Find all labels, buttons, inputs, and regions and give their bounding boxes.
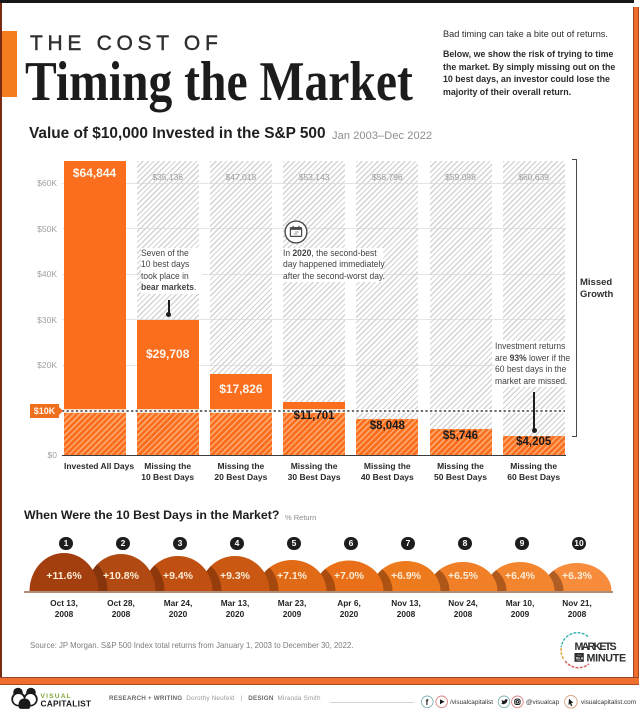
svg-text:VISUAL: VISUAL [41, 693, 72, 700]
svg-text:MINUTE: MINUTE [587, 653, 627, 665]
svg-text:CAPITALIST: CAPITALIST [41, 698, 92, 708]
svg-text:f: f [426, 698, 429, 707]
svg-text:IN A: IN A [576, 656, 584, 660]
svg-text:MARKETS: MARKETS [575, 641, 618, 653]
